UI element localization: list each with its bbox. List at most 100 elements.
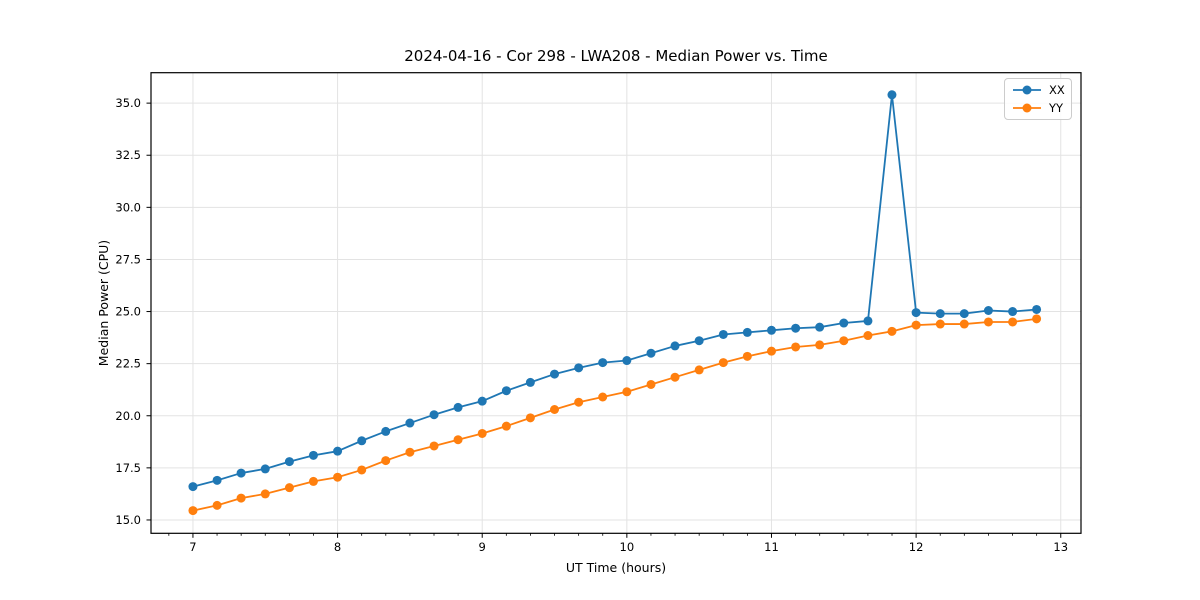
x-axis-label: UT Time (hours)	[565, 560, 667, 575]
y-tick-label: 17.5	[115, 461, 141, 475]
y-tick-label: 25.0	[115, 305, 141, 319]
data-point-yy	[622, 387, 632, 397]
data-point-yy	[670, 372, 680, 382]
data-point-yy	[1032, 314, 1042, 324]
data-point-yy	[525, 413, 535, 423]
data-point-xx	[260, 464, 270, 474]
legend-line-marker-icon	[1013, 103, 1041, 113]
data-point-xx	[284, 457, 294, 467]
data-point-yy	[815, 340, 825, 350]
data-point-yy	[381, 456, 391, 466]
data-point-xx	[718, 329, 728, 339]
series-line-yy	[192, 317, 1037, 512]
legend-label-yy: YY	[1049, 101, 1064, 115]
data-point-xx	[887, 90, 897, 100]
legend-item-yy: YY	[1012, 101, 1063, 115]
data-point-xx	[550, 369, 560, 379]
data-point-yy	[742, 351, 752, 361]
data-point-yy	[284, 483, 294, 493]
x-tick-label: 11	[764, 540, 779, 554]
data-point-yy	[863, 331, 873, 341]
data-point-xx	[983, 306, 993, 316]
data-point-yy	[911, 320, 921, 330]
data-point-xx	[646, 348, 656, 358]
x-tick-label: 7	[189, 540, 196, 554]
data-point-yy	[236, 493, 246, 503]
data-point-xx	[839, 318, 849, 328]
y-tick-label: 32.5	[115, 148, 141, 162]
data-point-xx	[212, 475, 222, 485]
data-point-xx	[501, 386, 511, 396]
data-point-xx	[694, 336, 704, 346]
data-point-yy	[983, 317, 993, 327]
data-point-yy	[887, 326, 897, 336]
y-tick-label: 20.0	[115, 409, 141, 423]
data-point-yy	[839, 336, 849, 346]
data-point-yy	[598, 392, 608, 402]
data-point-yy	[694, 365, 704, 375]
data-point-xx	[429, 410, 439, 420]
data-point-yy	[646, 379, 656, 389]
data-point-xx	[670, 341, 680, 351]
data-point-xx	[405, 418, 415, 428]
data-point-xx	[742, 327, 752, 337]
axes-spines	[150, 72, 1082, 534]
legend-label-xx: XX	[1049, 83, 1065, 97]
data-point-yy	[188, 506, 198, 516]
data-point-xx	[815, 322, 825, 332]
legend: XX YY	[1004, 78, 1072, 120]
data-point-xx	[1008, 307, 1018, 317]
data-point-yy	[212, 500, 222, 510]
data-point-xx	[935, 309, 945, 319]
data-point-yy	[477, 428, 487, 438]
data-point-xx	[453, 402, 463, 412]
data-point-yy	[550, 405, 560, 415]
data-point-xx	[236, 468, 246, 478]
data-point-xx	[525, 377, 535, 387]
data-point-yy	[308, 476, 318, 486]
data-point-yy	[935, 319, 945, 329]
data-point-yy	[959, 319, 969, 329]
y-tick-label: 15.0	[115, 513, 141, 527]
data-point-yy	[718, 358, 728, 368]
y-tick-label: 22.5	[115, 357, 141, 371]
data-point-yy	[766, 346, 776, 356]
data-point-xx	[863, 316, 873, 326]
legend-line-marker-icon	[1013, 85, 1041, 95]
data-point-yy	[1008, 317, 1018, 327]
data-point-yy	[405, 447, 415, 457]
data-point-yy	[453, 435, 463, 445]
data-point-yy	[333, 472, 343, 482]
data-point-xx	[381, 426, 391, 436]
data-point-xx	[598, 358, 608, 368]
data-point-yy	[501, 421, 511, 431]
x-tick-label: 12	[909, 540, 924, 554]
data-point-xx	[959, 309, 969, 319]
y-tick-label: 27.5	[115, 252, 141, 266]
data-point-yy	[574, 397, 584, 407]
data-point-xx	[357, 436, 367, 446]
data-point-yy	[357, 465, 367, 475]
data-point-yy	[791, 342, 801, 352]
data-point-xx	[1032, 304, 1042, 314]
data-point-yy	[429, 441, 439, 451]
data-point-xx	[477, 396, 487, 406]
y-tick-label: 35.0	[115, 96, 141, 110]
x-tick-label: 13	[1053, 540, 1068, 554]
data-point-xx	[308, 450, 318, 460]
data-point-xx	[622, 356, 632, 366]
x-tick-label: 10	[620, 540, 635, 554]
x-tick-label: 9	[479, 540, 486, 554]
y-tick-label: 30.0	[115, 200, 141, 214]
series-line-xx	[192, 93, 1037, 488]
data-point-yy	[260, 489, 270, 499]
legend-item-xx: XX	[1012, 83, 1065, 97]
data-point-xx	[188, 482, 198, 492]
data-point-xx	[574, 363, 584, 373]
data-point-xx	[766, 325, 776, 335]
data-point-xx	[791, 323, 801, 333]
data-point-xx	[911, 308, 921, 318]
data-point-xx	[333, 446, 343, 456]
x-tick-label: 8	[334, 540, 341, 554]
